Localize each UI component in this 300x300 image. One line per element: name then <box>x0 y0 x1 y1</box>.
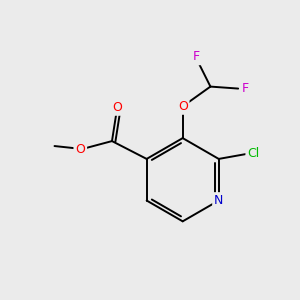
Text: O: O <box>112 101 122 114</box>
Text: F: F <box>242 82 249 95</box>
Text: N: N <box>214 194 224 207</box>
Text: O: O <box>178 100 188 113</box>
Text: Cl: Cl <box>247 148 260 160</box>
Text: O: O <box>75 142 85 155</box>
Text: F: F <box>193 50 200 63</box>
